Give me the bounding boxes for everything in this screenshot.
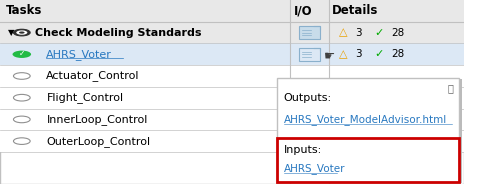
- Text: Inputs:: Inputs:: [283, 145, 322, 155]
- Text: ▼: ▼: [8, 28, 15, 37]
- Circle shape: [13, 116, 30, 123]
- Text: Outputs:: Outputs:: [283, 93, 332, 103]
- Text: Details: Details: [332, 4, 379, 17]
- FancyBboxPatch shape: [0, 43, 464, 65]
- Text: ☛: ☛: [324, 50, 335, 63]
- Text: 28: 28: [391, 49, 404, 59]
- Text: Check Modeling Standards: Check Modeling Standards: [35, 28, 201, 38]
- FancyBboxPatch shape: [0, 65, 464, 87]
- Text: AHRS_Voter_ModelAdvisor.html: AHRS_Voter_ModelAdvisor.html: [283, 114, 447, 125]
- Text: Flight_Control: Flight_Control: [46, 92, 123, 103]
- Circle shape: [16, 30, 27, 35]
- Circle shape: [13, 29, 30, 36]
- Text: Actuator_Control: Actuator_Control: [46, 70, 140, 82]
- Text: OuterLoop_Control: OuterLoop_Control: [46, 136, 150, 147]
- Circle shape: [13, 138, 30, 144]
- Text: I/O: I/O: [294, 4, 312, 17]
- FancyBboxPatch shape: [277, 78, 459, 182]
- Text: InnerLoop_Control: InnerLoop_Control: [46, 114, 148, 125]
- FancyBboxPatch shape: [0, 87, 464, 109]
- Text: △: △: [339, 49, 347, 59]
- FancyBboxPatch shape: [299, 26, 320, 39]
- Text: AHRS_Voter: AHRS_Voter: [46, 49, 112, 60]
- FancyBboxPatch shape: [0, 109, 464, 130]
- Text: 28: 28: [391, 28, 404, 38]
- Text: ✓: ✓: [374, 28, 383, 38]
- Text: 3: 3: [355, 28, 362, 38]
- Text: 📌: 📌: [448, 83, 454, 93]
- FancyBboxPatch shape: [0, 130, 464, 152]
- Text: Tasks: Tasks: [6, 4, 42, 17]
- Text: ✓: ✓: [374, 49, 383, 59]
- FancyBboxPatch shape: [299, 48, 320, 61]
- Text: 3: 3: [355, 49, 362, 59]
- FancyBboxPatch shape: [0, 0, 464, 184]
- FancyBboxPatch shape: [277, 139, 459, 182]
- FancyBboxPatch shape: [0, 0, 464, 22]
- Text: ✓: ✓: [19, 49, 25, 58]
- Text: △: △: [339, 28, 347, 38]
- Circle shape: [13, 73, 30, 79]
- Circle shape: [13, 94, 30, 101]
- Circle shape: [13, 51, 31, 58]
- Circle shape: [19, 31, 25, 34]
- FancyBboxPatch shape: [0, 22, 464, 43]
- FancyBboxPatch shape: [280, 79, 462, 183]
- Text: AHRS_Voter: AHRS_Voter: [283, 163, 345, 174]
